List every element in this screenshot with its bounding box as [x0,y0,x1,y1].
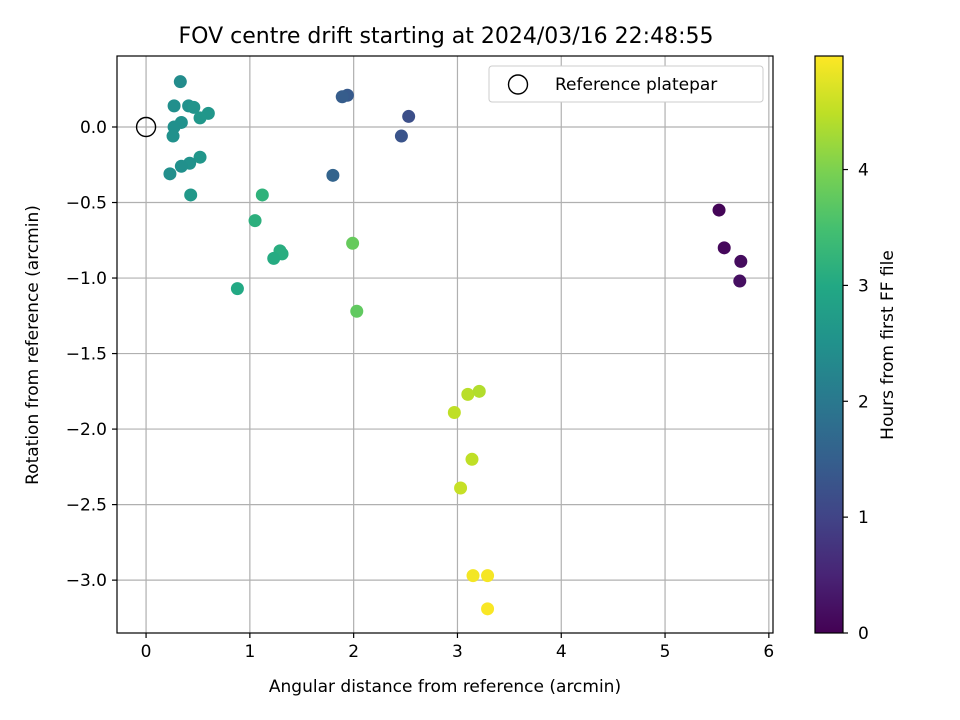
x-axis-label: Angular distance from reference (arcmin) [269,677,621,697]
y-tick-label: −2.0 [66,420,107,440]
x-tick-label: 6 [763,642,774,662]
data-point [717,241,731,255]
data-point [335,90,349,104]
plot-frame [116,55,774,634]
data-point [481,569,495,583]
colorbar-gradient [815,56,843,633]
colorbar-tick-label: 1 [858,508,869,528]
colorbar-frame [814,55,844,634]
x-tick-label: 4 [556,642,567,662]
legend-entry-reference: Reference platepar [555,75,717,95]
y-tick-label: −0.5 [66,194,107,214]
data-point [402,109,416,123]
x-tick-label: 1 [244,642,255,662]
colorbar-tick-label: 0 [858,624,869,644]
data-point [454,481,468,495]
data-point [167,99,181,113]
data-point [734,254,748,268]
data-point [248,214,262,228]
x-tick-label: 5 [660,642,671,662]
y-axis-ticks: 0.0 −0.5 −1.0 −1.5 −2.0 −2.5 −3.0 [66,118,117,591]
data-point [394,129,408,143]
reference-platepar-marker [135,116,157,138]
x-axis-ticks: 0 1 2 3 4 5 6 [141,633,774,662]
data-point [346,236,360,250]
colorbar-tick-label: 4 [858,161,869,181]
data-points [163,75,748,616]
colorbar-label: Hours from first FF file [878,250,898,440]
data-point [447,405,461,419]
data-point [184,188,198,202]
data-point [461,387,475,401]
x-tick-label: 0 [141,642,152,662]
data-point [466,569,480,583]
colorbar-tick-label: 2 [858,392,869,412]
y-tick-label: 0.0 [80,118,107,138]
data-point [733,274,747,288]
data-point [163,167,177,181]
legend-box [488,65,764,103]
data-point [465,452,479,466]
y-tick-label: −2.5 [66,496,107,516]
data-point [326,168,340,182]
legend-marker-reference [507,74,529,95]
legend: Reference platepar [488,65,764,103]
data-point [193,111,207,125]
colorbar-ticks: 0 1 2 3 4 [843,161,869,644]
data-point [255,188,269,202]
reference-layer [135,116,157,138]
y-axis-label: Rotation from reference (arcmin) [23,205,43,485]
x-tick-label: 2 [348,642,359,662]
data-point [481,602,495,616]
data-point [267,251,281,265]
y-tick-label: −1.0 [66,269,107,289]
x-tick-label: 3 [452,642,463,662]
data-point [173,75,187,89]
chart-title: FOV centre drift starting at 2024/03/16 … [179,24,714,49]
data-point [166,129,180,143]
data-point [230,282,244,296]
data-point [350,304,364,318]
colorbar: 0 1 2 3 4 Hours from first FF file [814,55,898,644]
data-point [472,384,486,398]
y-tick-label: −3.0 [66,571,107,591]
y-tick-label: −1.5 [66,345,107,365]
data-point [712,203,726,217]
data-point [193,150,207,164]
data-point [187,100,201,114]
colorbar-tick-label: 3 [858,276,869,296]
data-point [174,159,188,173]
grid [117,56,773,633]
